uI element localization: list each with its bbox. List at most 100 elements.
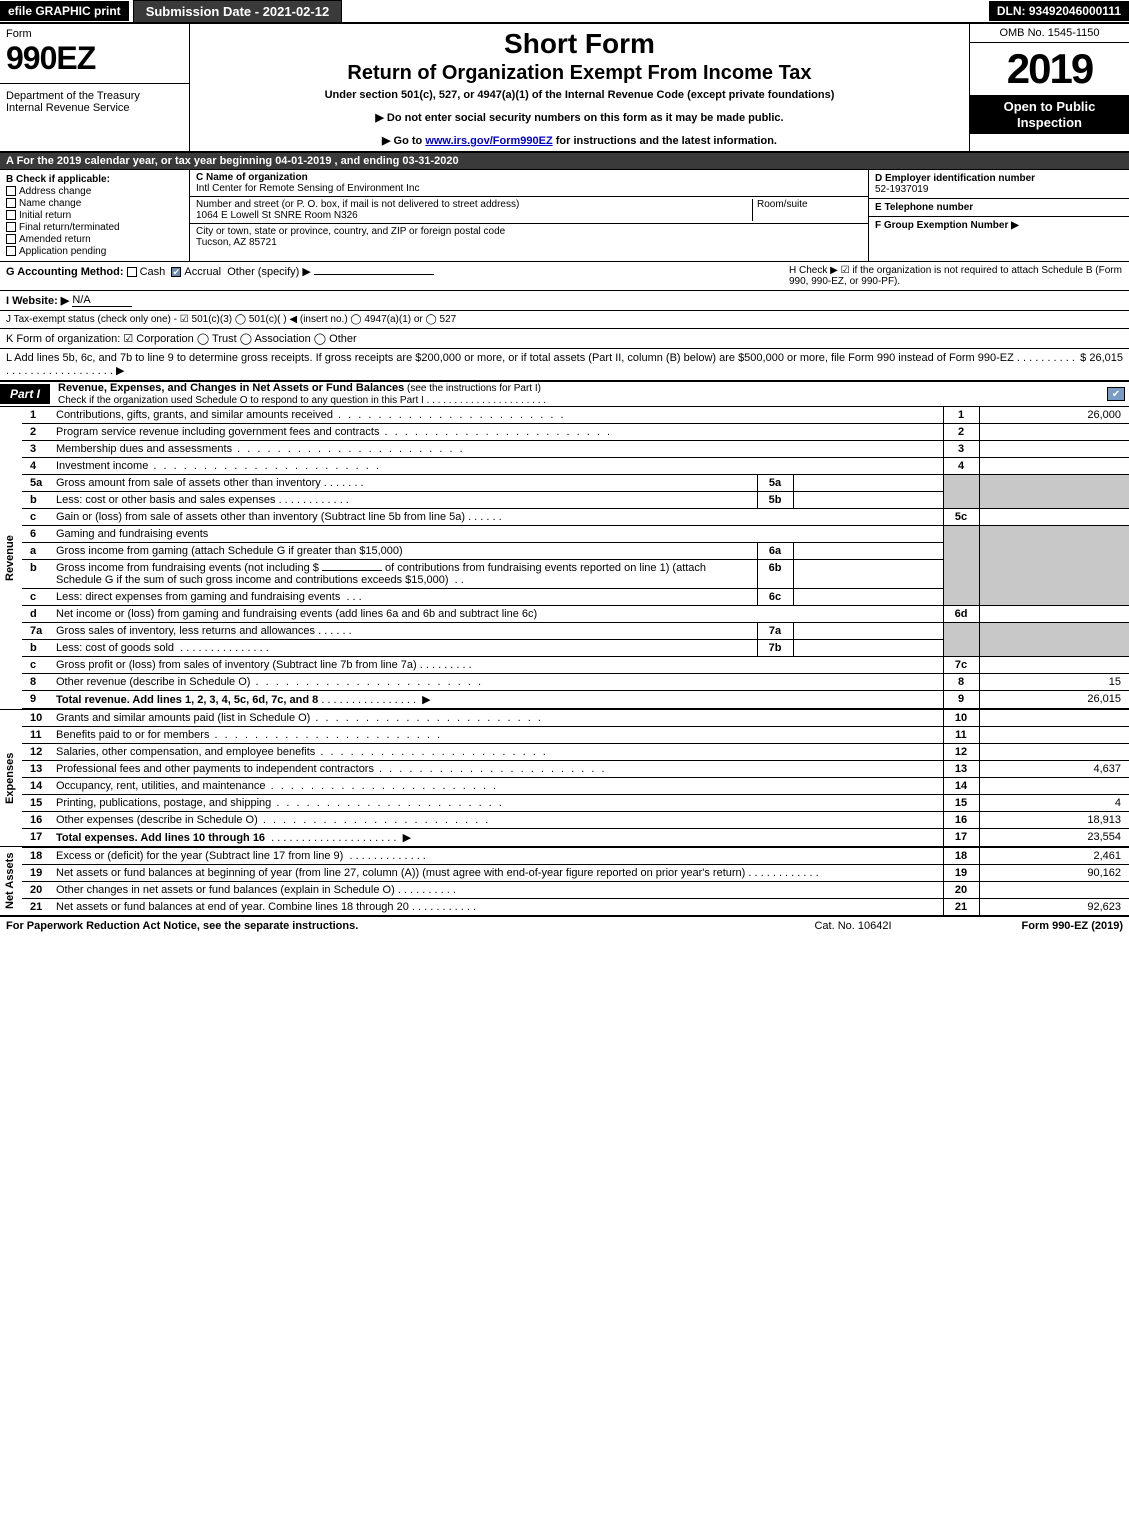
l7ab-grey-val <box>979 623 1129 657</box>
row-gh: G Accounting Method: Cash Accrual Other … <box>0 262 1129 291</box>
l6b-desc: Gross income from fundraising events (no… <box>56 562 319 574</box>
l10-desc: Grants and similar amounts paid (list in… <box>56 712 310 724</box>
l16-desc: Other expenses (describe in Schedule O) <box>56 814 258 826</box>
irs-link[interactable]: www.irs.gov/Form990EZ <box>425 135 552 147</box>
l7ab-grey <box>943 623 979 657</box>
l6a-num: a <box>22 543 52 560</box>
l21-rn: 21 <box>943 899 979 916</box>
part-1-label: Part I <box>0 384 50 404</box>
form-title: Return of Organization Exempt From Incom… <box>198 62 961 85</box>
l6-grey-val <box>979 526 1129 606</box>
netassets-side-label: Net Assets <box>0 847 22 915</box>
l6b-blank[interactable] <box>322 570 382 571</box>
row-h: H Check ▶ ☑ if the organization is not r… <box>783 265 1123 287</box>
l5c-desc: Gain or (loss) from sale of assets other… <box>56 511 465 523</box>
l1-rn: 1 <box>943 407 979 424</box>
part-1-header: Part I Revenue, Expenses, and Changes in… <box>0 381 1129 407</box>
cb-application-pending-label: Application pending <box>19 246 106 257</box>
l15-desc: Printing, publications, postage, and shi… <box>56 797 271 809</box>
l4-rn: 4 <box>943 458 979 475</box>
cb-initial-return[interactable]: Initial return <box>6 210 183 221</box>
efile-print-button[interactable]: efile GRAPHIC print <box>0 1 129 21</box>
l19-rn: 19 <box>943 865 979 882</box>
l9-val: 26,015 <box>979 691 1129 710</box>
l5ab-grey-val <box>979 475 1129 509</box>
cb-accrual[interactable] <box>171 267 181 277</box>
dln-label: DLN: 93492046000111 <box>989 1 1129 21</box>
l5c-num: c <box>22 509 52 526</box>
cb-address-change[interactable]: Address change <box>6 186 183 197</box>
l6c-desc: Less: direct expenses from gaming and fu… <box>56 591 340 603</box>
l5b-inval <box>793 492 943 509</box>
paperwork-notice: For Paperwork Reduction Act Notice, see … <box>6 920 763 932</box>
l7c-rn: 7c <box>943 657 979 674</box>
dept-treasury: Department of the Treasury <box>6 90 183 102</box>
l11-num: 11 <box>22 727 52 744</box>
l13-desc: Professional fees and other payments to … <box>56 763 374 775</box>
row-a-tax-year: A For the 2019 calendar year, or tax yea… <box>0 153 1129 170</box>
website-value: N/A <box>72 294 132 307</box>
phone-label: E Telephone number <box>875 202 1123 213</box>
l6c-inval <box>793 589 943 606</box>
row-i: I Website: ▶ N/A <box>0 291 1129 311</box>
cb-name-change[interactable]: Name change <box>6 198 183 209</box>
l17-num: 17 <box>22 829 52 848</box>
l12-rn: 12 <box>943 744 979 761</box>
l7c-val <box>979 657 1129 674</box>
part-1-schedule-o-note: Check if the organization used Schedule … <box>58 395 546 406</box>
l5c-rn: 5c <box>943 509 979 526</box>
l16-num: 16 <box>22 812 52 829</box>
l6d-val <box>979 606 1129 623</box>
form-word: Form <box>6 28 183 40</box>
l2-num: 2 <box>22 424 52 441</box>
ein-value: 52-1937019 <box>875 184 1123 195</box>
top-bar: efile GRAPHIC print Submission Date - 20… <box>0 0 1129 24</box>
j-text: J Tax-exempt status (check only one) - ☑… <box>6 314 456 325</box>
l18-num: 18 <box>22 847 52 865</box>
l1-num: 1 <box>22 407 52 424</box>
l7a-desc: Gross sales of inventory, less returns a… <box>56 625 315 637</box>
cb-amended-return-label: Amended return <box>19 234 91 245</box>
cb-final-return[interactable]: Final return/terminated <box>6 222 183 233</box>
l6-desc: Gaming and fundraising events <box>52 526 943 543</box>
l2-rn: 2 <box>943 424 979 441</box>
l6b-inval <box>793 560 943 589</box>
l20-rn: 20 <box>943 882 979 899</box>
l16-rn: 16 <box>943 812 979 829</box>
l2-val <box>979 424 1129 441</box>
cb-application-pending[interactable]: Application pending <box>6 246 183 257</box>
l10-rn: 10 <box>943 709 979 727</box>
tax-year: 2019 <box>970 43 1129 95</box>
l13-val: 4,637 <box>979 761 1129 778</box>
row-l: L Add lines 5b, 6c, and 7b to line 9 to … <box>0 349 1129 381</box>
l1-val: 26,000 <box>979 407 1129 424</box>
cb-amended-return[interactable]: Amended return <box>6 234 183 245</box>
l6d-rn: 6d <box>943 606 979 623</box>
l5a-num: 5a <box>22 475 52 492</box>
l11-rn: 11 <box>943 727 979 744</box>
part-1-checkbox[interactable]: ✔ <box>1107 387 1125 401</box>
l8-rn: 8 <box>943 674 979 691</box>
l7b-num: b <box>22 640 52 657</box>
l5b-num: b <box>22 492 52 509</box>
l3-rn: 3 <box>943 441 979 458</box>
cb-address-change-label: Address change <box>19 186 91 197</box>
room-suite-label: Room/suite <box>752 199 862 221</box>
l1-desc: Contributions, gifts, grants, and simila… <box>56 409 333 421</box>
l21-val: 92,623 <box>979 899 1129 916</box>
l20-val <box>979 882 1129 899</box>
header-left: Form 990EZ Department of the Treasury In… <box>0 24 190 151</box>
l4-desc: Investment income <box>56 460 148 472</box>
page-footer: For Paperwork Reduction Act Notice, see … <box>0 915 1129 935</box>
revenue-side-label: Revenue <box>0 407 22 709</box>
box-b-heading: B Check if applicable: <box>6 174 183 185</box>
other-specify-input[interactable] <box>314 274 434 275</box>
c-addr-label: Number and street (or P. O. box, if mail… <box>196 199 748 210</box>
l17-desc: Total expenses. Add lines 10 through 16 <box>56 832 265 844</box>
c-name-label: C Name of organization <box>196 172 862 183</box>
part-1-title-sub: (see the instructions for Part I) <box>404 383 541 394</box>
l5a-desc: Gross amount from sale of assets other t… <box>56 477 321 489</box>
l20-num: 20 <box>22 882 52 899</box>
cb-cash[interactable] <box>127 267 137 277</box>
open-to-public: Open to Public Inspection <box>970 95 1129 134</box>
